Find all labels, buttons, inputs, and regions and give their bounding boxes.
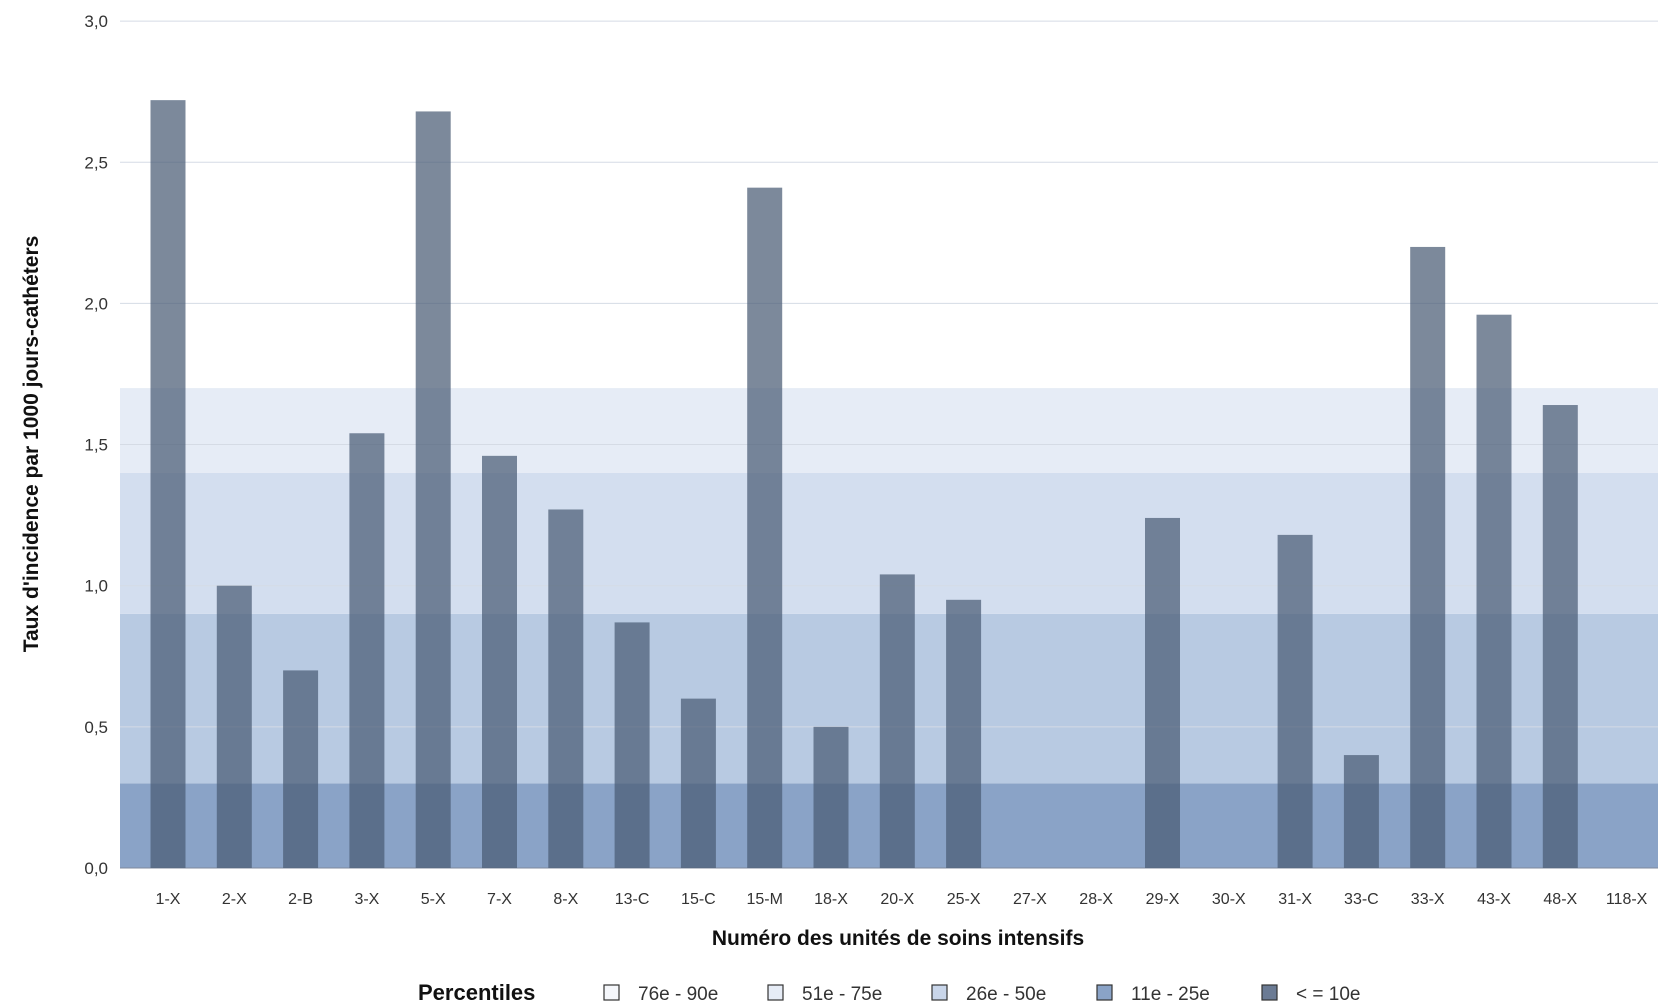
bar-48-X [1543, 405, 1578, 868]
bar-2-X [217, 586, 252, 868]
x-tick-label: 5-X [421, 891, 446, 908]
x-tick-label: 2-B [288, 891, 313, 908]
bar-15-C [681, 699, 716, 868]
legend-swatch [768, 985, 783, 1000]
legend-swatch [604, 985, 619, 1000]
bar-7-X [482, 456, 517, 868]
x-tick-label: 18-X [814, 891, 848, 908]
bar-1-X [151, 100, 186, 868]
legend-label: 26e - 50e [966, 984, 1046, 1005]
x-tick-label: 27-X [1013, 891, 1047, 908]
y-tick-label: 2,0 [84, 294, 108, 313]
bar-2-B [283, 670, 318, 868]
x-tick-label: 15-C [681, 891, 716, 908]
bar-18-X [814, 727, 849, 868]
x-tick-label: 13-C [615, 891, 650, 908]
x-tick-label: 33-X [1411, 891, 1445, 908]
legend-label: 76e - 90e [638, 984, 718, 1005]
bar-5-X [416, 111, 451, 868]
x-tick-labels: 1-X 2-X 2-B 3-X 5-X 7-X 8-X 13-C 15-C 15-M 18-X 20-… [156, 891, 1648, 908]
x-tick-label: 29-X [1146, 891, 1180, 908]
x-tick-label: 48-X [1543, 891, 1577, 908]
legend-swatch [1097, 985, 1112, 1000]
bar-8-X [548, 509, 583, 868]
y-tick-labels: 0,0 0,5 1,0 1,5 2,0 2,5 3,0 [84, 12, 108, 878]
x-tick-label: 15-M [746, 891, 782, 908]
x-tick-label: 8-X [553, 891, 578, 908]
y-tick-label: 0,0 [84, 859, 108, 878]
bar-29-X [1145, 518, 1180, 868]
x-axis-title: Numéro des unités de soins intensifs [712, 927, 1084, 950]
legend-swatch [932, 985, 947, 1000]
bar-13-C [615, 622, 650, 868]
legend-label: 51e - 75e [802, 984, 882, 1005]
bar-31-X [1278, 535, 1313, 868]
x-tick-label: 30-X [1212, 891, 1246, 908]
bar-33-C [1344, 755, 1379, 868]
x-tick-label: 7-X [487, 891, 512, 908]
x-tick-label: 1-X [156, 891, 181, 908]
bar-33-X [1410, 247, 1445, 868]
x-tick-label: 20-X [880, 891, 914, 908]
x-tick-label: 25-X [947, 891, 981, 908]
y-tick-label: 2,5 [84, 153, 108, 172]
bar-3-X [349, 433, 384, 868]
x-tick-label: 33-C [1344, 891, 1379, 908]
bar-25-X [946, 600, 981, 868]
y-axis-title: Taux d'incidence par 1000 jours-cathéter… [20, 236, 43, 653]
x-tick-label: 118-X [1606, 891, 1648, 908]
legend-label: < = 10e [1296, 984, 1360, 1005]
bar-20-X [880, 574, 915, 868]
x-tick-label: 43-X [1477, 891, 1511, 908]
legend-swatch [1262, 985, 1277, 1000]
x-tick-label: 2-X [222, 891, 247, 908]
legend: Percentiles 76e - 90e 51e - 75e 26e - 50e 1… [418, 980, 1360, 1005]
legend-title: Percentiles [418, 980, 535, 1005]
x-tick-label: 28-X [1079, 891, 1113, 908]
y-tick-label: 0,5 [84, 718, 108, 737]
y-tick-label: 1,5 [84, 436, 108, 455]
y-tick-label: 1,0 [84, 577, 108, 596]
legend-label: 11e - 25e [1131, 984, 1210, 1005]
bar-15-M [747, 188, 782, 868]
x-tick-label: 3-X [354, 891, 379, 908]
x-tick-label: 31-X [1278, 891, 1312, 908]
bar-43-X [1477, 315, 1512, 868]
y-tick-label: 3,0 [84, 12, 108, 31]
